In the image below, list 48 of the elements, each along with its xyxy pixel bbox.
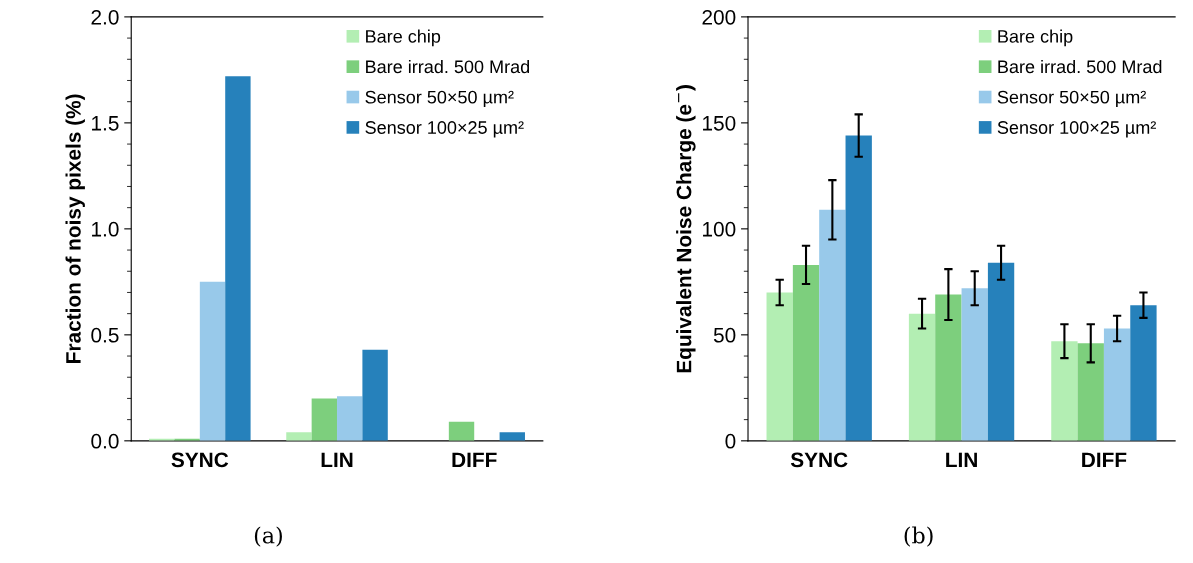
text: (b) [904,526,933,547]
y-tick-label: 0.5 [91,327,119,343]
y-tick-label: 0 [725,433,736,449]
legend-label: Bare irrad. 500 Mrad [366,59,530,74]
bar [766,292,793,441]
bar [448,421,475,441]
bar [362,349,388,441]
legend-label: Sensor 50×50 µm² [997,90,1146,108]
legend-label: Bare chip [366,29,441,47]
legend-label: Bare chip [998,29,1073,47]
legend-label: Sensor 100×25 µm² [997,121,1156,138]
y-tick-label: 150 [703,115,736,131]
x-tick-label: LIN [321,452,353,468]
bar [935,294,962,441]
x-tick-label: DIFF [452,452,497,468]
y-tick-label: 2.0 [91,9,119,25]
legend-label: Bare irrad. 500 Mrad [998,59,1162,74]
y-tick-label: 0.0 [91,433,119,449]
bar [792,264,820,441]
bar [337,396,363,441]
y-tick-label: 50 [713,327,736,343]
x-tick-label: SYNC [171,452,229,468]
bar [199,281,226,441]
bar [908,313,936,441]
text: (a) [254,526,282,547]
y-tick-label: 100 [703,221,736,237]
bar [286,432,312,441]
bar [961,288,988,441]
legend-label: Sensor 50×50 µm² [365,90,514,108]
y-axis-title: Fraction of noisy pixels (%) [65,94,85,363]
y-tick-label: 1.5 [92,116,119,131]
x-tick-label: LIN [946,452,977,468]
bar [845,135,872,441]
bar [1077,343,1104,441]
legend-label: Sensor 100×25 µm² [365,121,524,138]
y-tick-label: 1.0 [92,221,119,237]
bar [819,209,846,441]
y-axis-title: Equivalent Noise Charge (e$^{−}$) [676,85,696,373]
bar [987,262,1015,441]
bar [1103,328,1131,441]
bar [311,398,338,441]
x-tick-label: DIFF [1082,452,1127,468]
x-tick-label: SYNC [790,452,848,468]
bar [225,76,251,441]
bar [499,432,525,441]
bar [1130,305,1157,441]
y-tick-label: 200 [702,9,736,25]
bar [1051,341,1078,441]
